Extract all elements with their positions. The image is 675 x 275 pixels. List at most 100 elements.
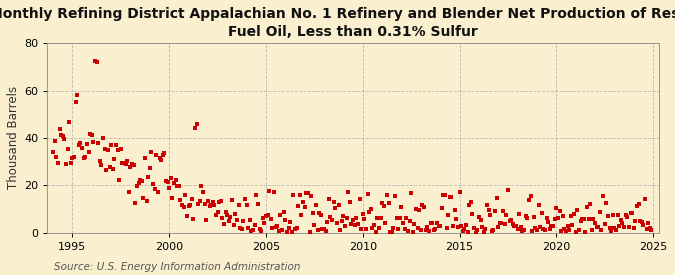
Point [107, 167, 118, 171]
Point [378, 204, 389, 208]
Point [246, 228, 257, 233]
Point [172, 184, 183, 189]
Point [77, 146, 88, 150]
Point [80, 155, 90, 159]
Point [634, 219, 645, 223]
Point [372, 216, 383, 220]
Point [78, 155, 89, 160]
Point [360, 227, 371, 231]
Point [609, 226, 620, 230]
Point [331, 221, 342, 225]
Point [622, 214, 632, 219]
Point [357, 212, 368, 216]
Point [57, 134, 68, 138]
Point [375, 216, 386, 221]
Point [351, 216, 362, 220]
Point [518, 228, 529, 232]
Point [558, 214, 568, 218]
Point [616, 218, 626, 223]
Point [149, 186, 160, 191]
Point [400, 227, 410, 231]
Point [269, 190, 279, 194]
Point [422, 225, 433, 229]
Text: Source: U.S. Energy Information Administration: Source: U.S. Energy Information Administ… [54, 262, 300, 272]
Point [429, 228, 439, 233]
Point [596, 228, 607, 232]
Point [585, 201, 595, 206]
Point [504, 218, 515, 223]
Point [288, 192, 299, 197]
Point [64, 119, 75, 124]
Point [207, 200, 218, 205]
Point [356, 227, 367, 231]
Point [144, 165, 155, 170]
Point [119, 161, 130, 165]
Point [459, 227, 470, 231]
Point [456, 224, 466, 228]
Point [393, 227, 404, 232]
Point [574, 228, 585, 232]
Point [51, 155, 61, 160]
Point [533, 202, 544, 207]
Point [451, 217, 462, 222]
Point [624, 225, 634, 230]
Point [580, 230, 591, 234]
Point [69, 155, 80, 160]
Point [225, 214, 236, 219]
Point [418, 204, 429, 209]
Point [369, 222, 379, 227]
Point [576, 217, 587, 222]
Point [554, 209, 565, 213]
Point [291, 226, 302, 230]
Point [290, 227, 300, 231]
Point [277, 228, 288, 232]
Point [510, 224, 521, 228]
Point [167, 196, 178, 200]
Point [49, 139, 60, 143]
Point [373, 226, 384, 230]
Point [261, 213, 271, 218]
Point [101, 168, 111, 172]
Point [65, 161, 76, 166]
Point [296, 213, 307, 217]
Point [140, 155, 151, 160]
Point [431, 220, 442, 225]
Point [473, 215, 484, 219]
Point [641, 227, 652, 231]
Point [199, 202, 210, 207]
Point [547, 224, 558, 229]
Point [104, 164, 115, 169]
Point [193, 201, 204, 206]
Point [628, 226, 639, 230]
Point [194, 199, 205, 204]
Point [517, 229, 528, 233]
Point [381, 192, 392, 197]
Point [587, 228, 597, 233]
Point [230, 212, 241, 216]
Point [392, 216, 402, 220]
Point [452, 225, 463, 230]
Point [497, 209, 508, 213]
Point [180, 193, 191, 197]
Point [299, 205, 310, 209]
Point [346, 221, 357, 226]
Point [481, 202, 492, 207]
Point [467, 212, 478, 216]
Point [154, 156, 165, 161]
Point [514, 212, 524, 216]
Point [183, 204, 194, 208]
Point [124, 190, 134, 194]
Point [524, 198, 535, 202]
Point [637, 220, 647, 224]
Point [427, 221, 437, 226]
Point [633, 202, 644, 206]
Point [74, 143, 84, 147]
Point [506, 217, 516, 222]
Point [272, 224, 283, 229]
Point [645, 226, 655, 230]
Point [620, 213, 631, 217]
Point [396, 205, 407, 209]
Point [243, 226, 254, 230]
Point [201, 218, 212, 222]
Point [539, 228, 550, 232]
